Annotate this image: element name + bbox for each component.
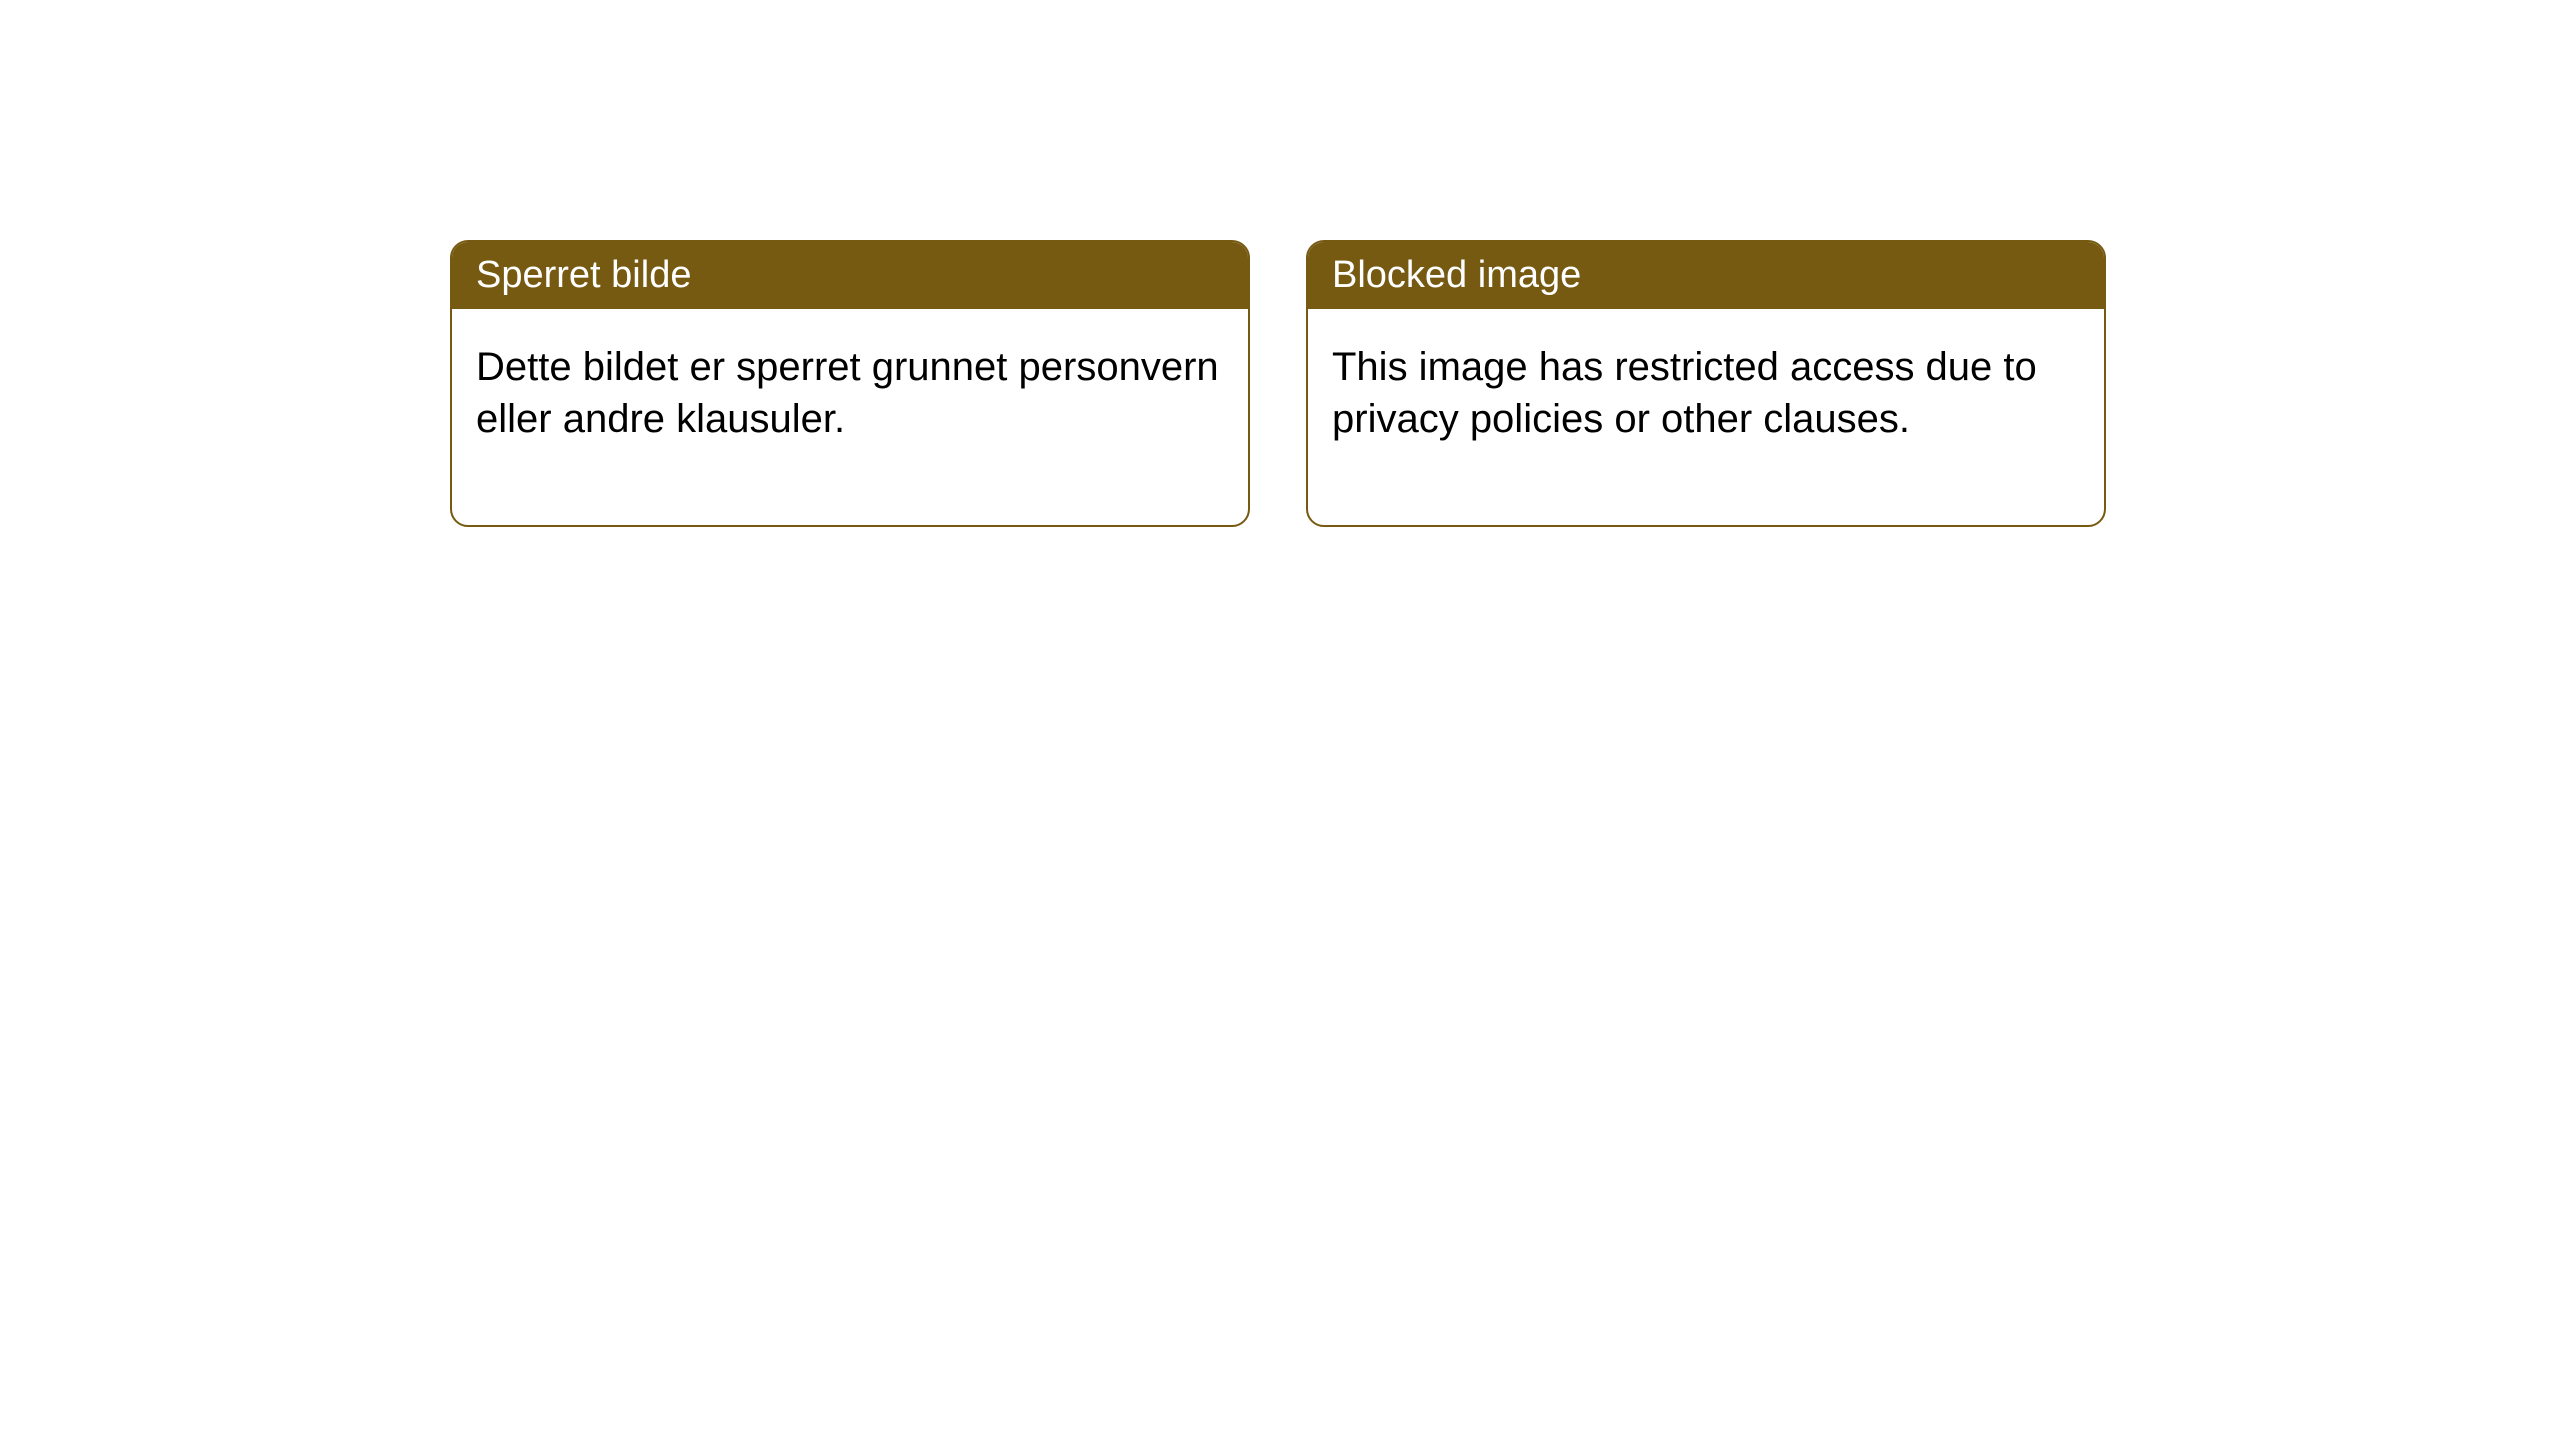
- notice-card-en: Blocked image This image has restricted …: [1306, 240, 2106, 527]
- notice-body-no: Dette bildet er sperret grunnet personve…: [452, 309, 1248, 525]
- notice-card-no: Sperret bilde Dette bildet er sperret gr…: [450, 240, 1250, 527]
- notice-container: Sperret bilde Dette bildet er sperret gr…: [450, 240, 2106, 527]
- notice-header-no: Sperret bilde: [452, 242, 1248, 309]
- notice-body-en: This image has restricted access due to …: [1308, 309, 2104, 525]
- notice-header-en: Blocked image: [1308, 242, 2104, 309]
